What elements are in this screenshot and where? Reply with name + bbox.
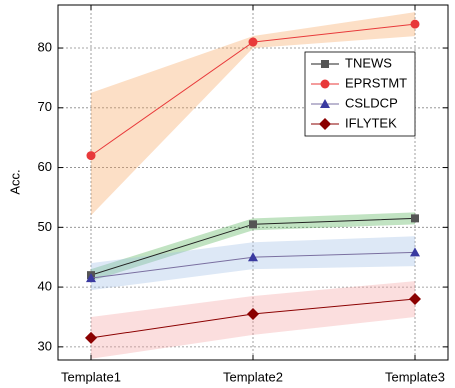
legend-label: TNEWS [345, 55, 392, 70]
marker [86, 151, 96, 161]
marker [321, 60, 329, 68]
marker [249, 220, 257, 229]
lines [85, 19, 421, 344]
marker [410, 247, 420, 257]
y-tick-label: 80 [38, 39, 52, 54]
y-tick-label: 40 [38, 279, 52, 294]
error-band [91, 236, 415, 291]
marker [409, 293, 421, 306]
y-tick-label: 60 [38, 159, 52, 174]
marker [247, 307, 259, 320]
y-tick-label: 30 [38, 338, 52, 353]
marker [85, 331, 97, 344]
marker [319, 118, 331, 130]
marker [411, 214, 419, 223]
legend-label: EPRSTMT [345, 75, 407, 90]
x-tick-label: Template2 [223, 369, 283, 384]
marker [248, 37, 258, 47]
marker [320, 99, 330, 108]
marker [410, 19, 420, 29]
error-band [91, 12, 415, 216]
x-tick-label: Template3 [385, 369, 445, 384]
y-tick-label: 70 [38, 99, 52, 114]
legend-label: CSLDCP [345, 95, 398, 110]
x-tick-label: Template1 [61, 369, 121, 384]
plot-frame [57, 4, 449, 361]
marker [86, 273, 96, 283]
y-axis-label: Acc. [7, 169, 22, 194]
marker [320, 79, 330, 89]
y-tick-label: 50 [38, 219, 52, 234]
marker [248, 252, 258, 262]
legend-label: IFLYTEK [345, 115, 397, 130]
